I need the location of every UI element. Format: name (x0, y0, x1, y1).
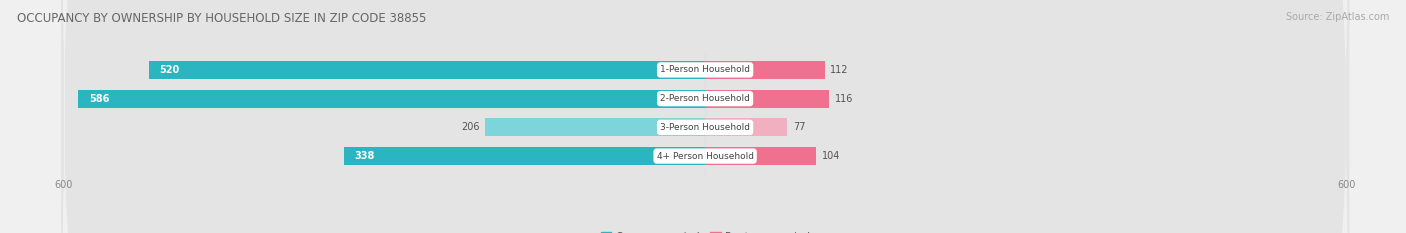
Text: 520: 520 (159, 65, 180, 75)
Bar (149, 61, 704, 79)
Bar (79, 90, 704, 108)
Text: 3-Person Household: 3-Person Household (659, 123, 751, 132)
Bar (704, 61, 825, 79)
Bar (343, 147, 704, 165)
Text: 77: 77 (793, 122, 806, 132)
Bar (704, 118, 787, 136)
FancyBboxPatch shape (60, 0, 1350, 233)
Text: 1-Person Household: 1-Person Household (659, 65, 751, 74)
Text: 4+ Person Household: 4+ Person Household (657, 152, 754, 161)
Text: 116: 116 (835, 94, 853, 104)
Text: 2-Person Household: 2-Person Household (661, 94, 749, 103)
Bar (704, 147, 817, 165)
Bar (704, 90, 830, 108)
Text: 338: 338 (354, 151, 374, 161)
Text: OCCUPANCY BY OWNERSHIP BY HOUSEHOLD SIZE IN ZIP CODE 38855: OCCUPANCY BY OWNERSHIP BY HOUSEHOLD SIZE… (17, 12, 426, 25)
Text: Source: ZipAtlas.com: Source: ZipAtlas.com (1285, 12, 1389, 22)
FancyBboxPatch shape (60, 0, 1350, 233)
Bar (485, 118, 704, 136)
FancyBboxPatch shape (60, 0, 1350, 233)
Text: 586: 586 (89, 94, 110, 104)
Text: 112: 112 (831, 65, 849, 75)
FancyBboxPatch shape (60, 0, 1350, 233)
Legend: Owner-occupied, Renter-occupied: Owner-occupied, Renter-occupied (596, 228, 814, 233)
Text: 206: 206 (461, 122, 479, 132)
Text: 104: 104 (821, 151, 839, 161)
